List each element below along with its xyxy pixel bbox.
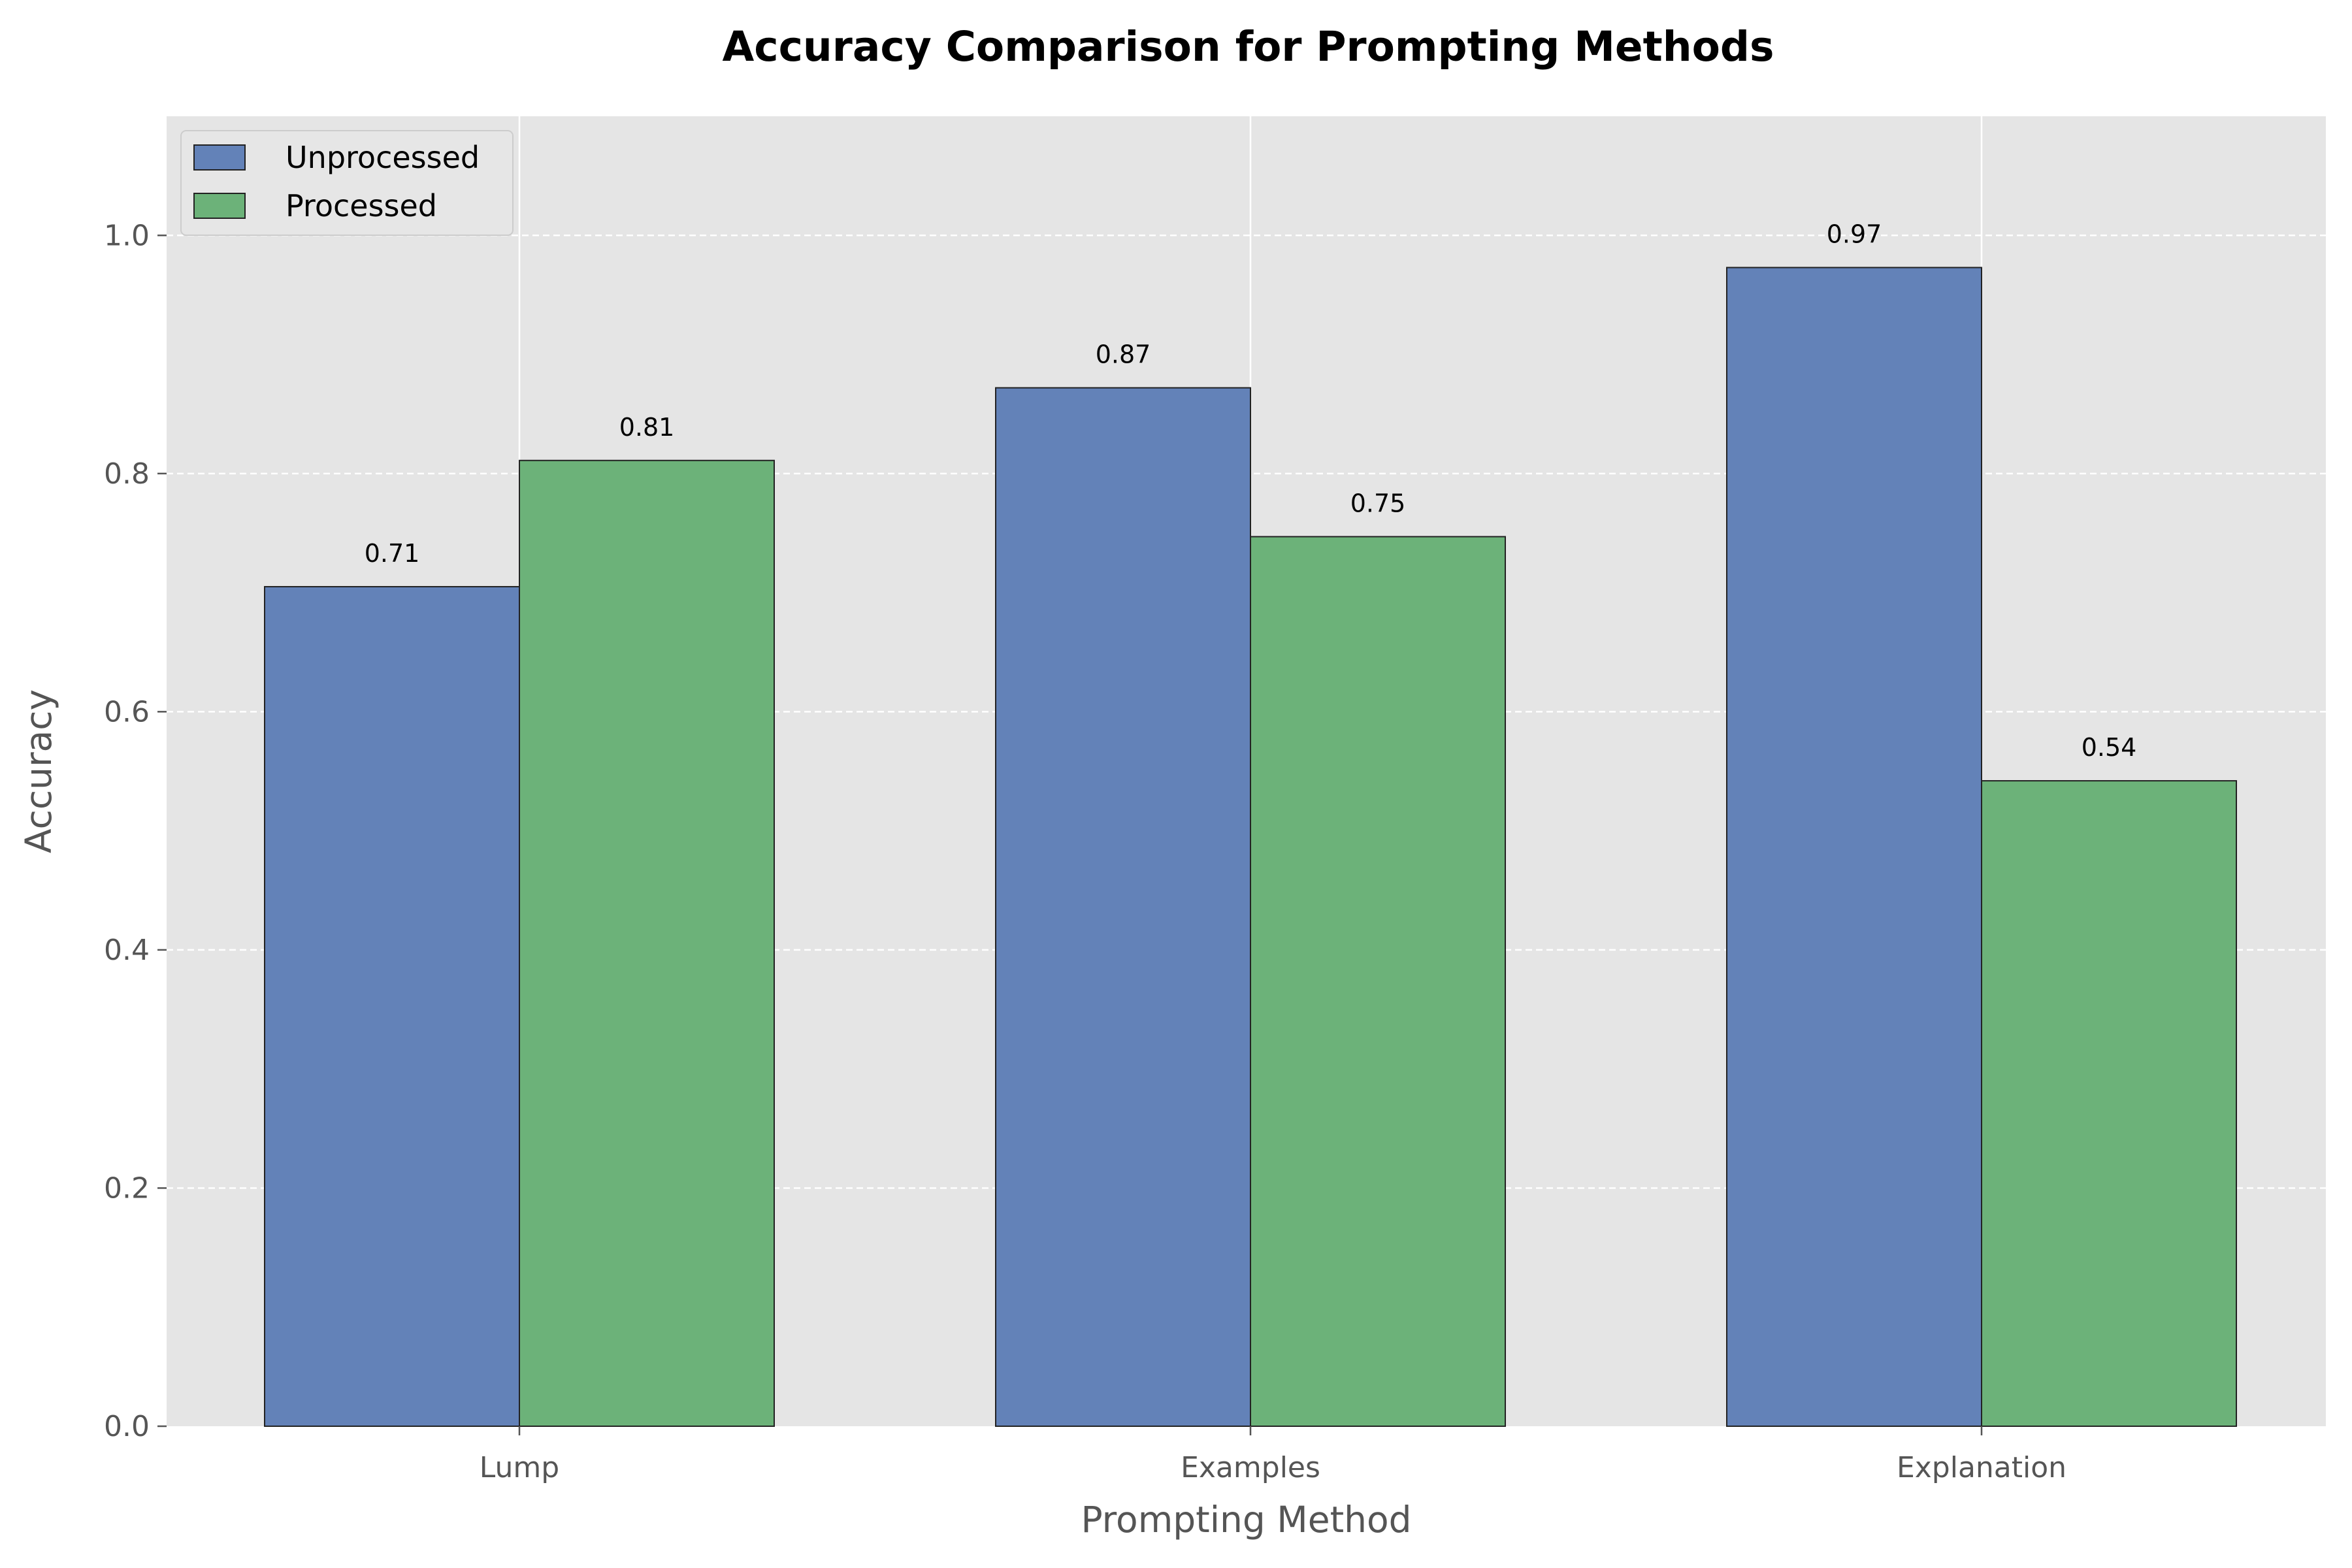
y-tick-label: 0.6 xyxy=(104,695,150,728)
legend-box xyxy=(180,130,514,236)
y-tick-label: 0.4 xyxy=(104,934,150,967)
bar-processed-lump xyxy=(519,459,775,1427)
bar-value-label: 0.81 xyxy=(619,413,675,442)
bars xyxy=(264,267,2237,1428)
y-axis-ticks: 0.0 0.2 0.4 0.6 0.8 1.0 xyxy=(104,219,167,1443)
bar-processed-explanation xyxy=(1981,780,2237,1427)
legend: Unprocessed Processed xyxy=(180,130,514,236)
bar-value-label: 0.75 xyxy=(1350,489,1406,517)
bar-processed-examples xyxy=(1250,536,1506,1427)
legend-label: Unprocessed xyxy=(286,140,480,175)
y-tick-label: 0.2 xyxy=(104,1171,150,1205)
y-axis-label: Accuracy xyxy=(18,689,59,853)
legend-label: Processed xyxy=(286,188,437,223)
bar-unprocessed-explanation xyxy=(1726,267,1982,1428)
bar-value-label: 0.97 xyxy=(1827,220,1882,248)
bar-value-label: 0.87 xyxy=(1096,340,1151,369)
legend-swatch xyxy=(193,193,246,219)
bar-value-labels: 0.71 0.87 0.97 0.81 0.75 0.54 xyxy=(365,220,2137,762)
y-tick-label: 1.0 xyxy=(104,219,150,252)
bar-value-label: 0.71 xyxy=(365,539,420,568)
x-axis-ticks: Lump Examples Explanation xyxy=(480,1426,2066,1484)
bar-unprocessed-examples xyxy=(995,387,1251,1428)
x-tick-label: Examples xyxy=(1181,1451,1320,1484)
legend-swatch xyxy=(193,144,246,171)
bar-unprocessed-lump xyxy=(264,585,520,1427)
y-tick-label: 0.8 xyxy=(104,457,150,491)
chart-title: Accuracy Comparison for Prompting Method… xyxy=(722,23,1774,71)
x-axis-label: Prompting Method xyxy=(1081,1499,1411,1541)
x-tick-label: Lump xyxy=(480,1451,559,1484)
y-tick-label: 0.0 xyxy=(104,1410,150,1443)
x-tick-label: Explanation xyxy=(1897,1451,2066,1484)
bar-value-label: 0.54 xyxy=(2082,733,2137,762)
